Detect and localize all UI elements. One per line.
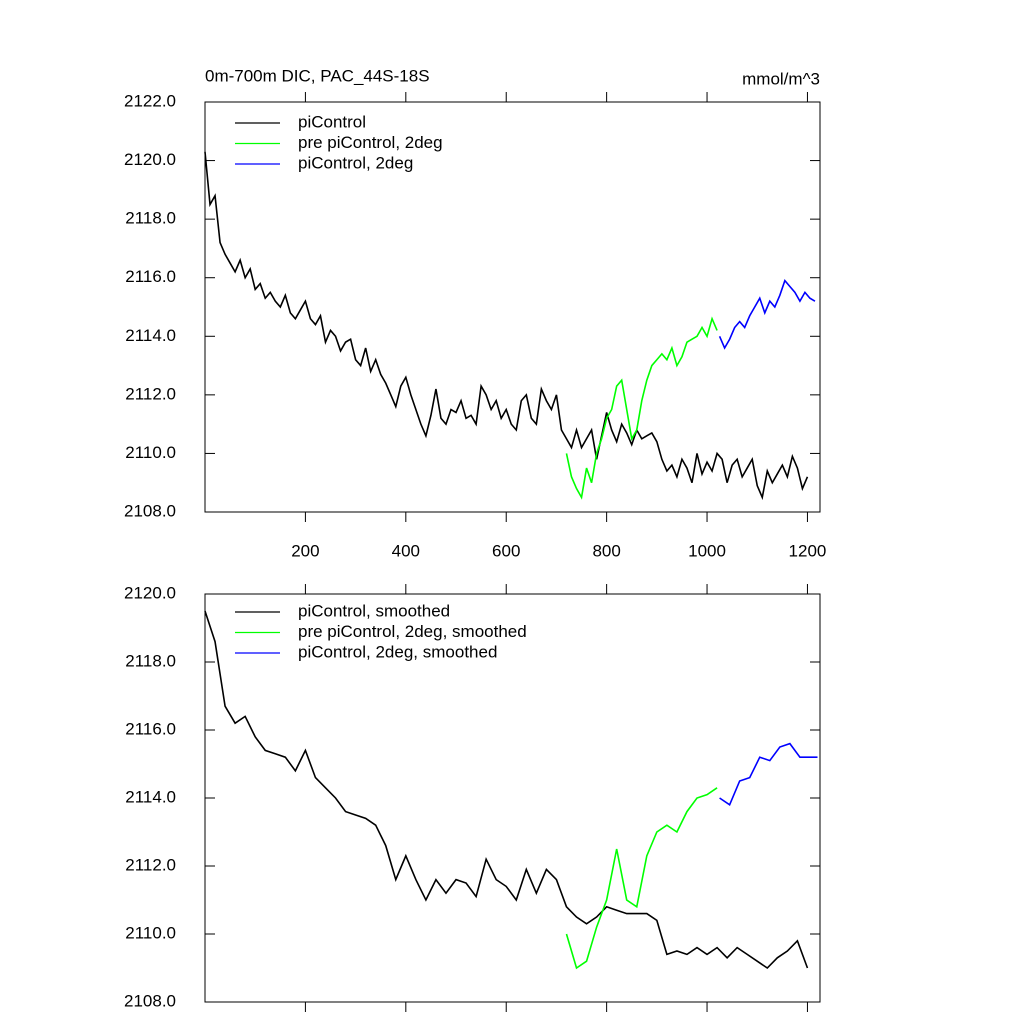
legend-label: piControl, 2deg, smoothed — [298, 642, 497, 661]
x-tick-label: 800 — [592, 541, 620, 560]
y-tick-label: 2110.0 — [125, 923, 176, 942]
units-label: mmol/m^3 — [742, 69, 820, 88]
data-line — [565, 316, 718, 500]
y-tick-label: 2114.0 — [125, 787, 176, 806]
x-tick-label: 200 — [291, 541, 319, 560]
x-tick-label: 600 — [492, 541, 520, 560]
x-tick-label: 400 — [392, 541, 420, 560]
data-line — [204, 610, 809, 970]
x-tick-label: 1000 — [688, 541, 726, 560]
plot-frame — [204, 101, 821, 513]
y-tick-label: 2116.0 — [125, 719, 176, 738]
y-tick-label: 2118.0 — [125, 651, 176, 670]
legend-label: piControl — [298, 112, 366, 131]
y-tick-label: 2116.0 — [125, 267, 176, 286]
legend-label: pre piControl, 2deg — [298, 133, 443, 152]
y-tick-label: 2112.0 — [125, 855, 176, 874]
y-tick-label: 2122.0 — [124, 91, 176, 110]
y-tick-label: 2108.0 — [124, 991, 176, 1010]
data-line — [718, 279, 816, 350]
data-line — [204, 151, 809, 501]
y-tick-label: 2112.0 — [125, 384, 176, 403]
y-tick-label: 2114.0 — [125, 326, 176, 345]
y-tick-label: 2108.0 — [124, 501, 176, 520]
data-line — [565, 787, 718, 970]
chart-title: 0m-700m DIC, PAC_44S-18S — [205, 66, 430, 85]
y-tick-label: 2120.0 — [124, 583, 176, 602]
y-tick-label: 2118.0 — [125, 209, 176, 228]
legend-label: piControl, smoothed — [298, 601, 450, 620]
legend-label: piControl, 2deg — [298, 153, 413, 172]
legend-label: pre piControl, 2deg, smoothed — [298, 622, 527, 641]
y-tick-label: 2120.0 — [124, 150, 176, 169]
y-tick-label: 2110.0 — [125, 443, 176, 462]
x-tick-label: 1200 — [789, 541, 827, 560]
data-line — [719, 742, 818, 807]
